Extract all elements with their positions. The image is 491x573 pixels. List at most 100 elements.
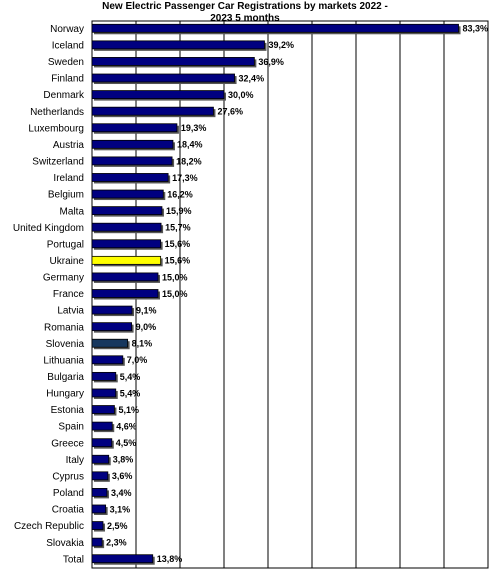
chart-title: New Electric Passenger Car Registrations… <box>102 1 388 24</box>
value-label: 17,3% <box>172 173 198 183</box>
value-label: 9,0% <box>136 322 157 332</box>
y-tick-label: Slovenia <box>46 339 85 350</box>
bar <box>91 488 108 497</box>
value-label: 30,0% <box>228 90 254 100</box>
y-tick-label: Italy <box>66 455 84 466</box>
bar <box>91 504 107 514</box>
value-label: 15,7% <box>165 223 191 233</box>
value-label: 8,1% <box>132 339 153 349</box>
bar <box>91 206 163 216</box>
value-label: 5,1% <box>118 405 139 415</box>
y-tick-label: Czech Republic <box>14 521 84 532</box>
value-label: 3,1% <box>110 504 131 514</box>
bar <box>91 189 164 199</box>
value-label: 3,4% <box>111 488 132 498</box>
value-label: 5,4% <box>120 372 141 382</box>
y-tick-label: Belgium <box>48 190 84 201</box>
value-label: 39,2% <box>268 40 294 50</box>
y-tick-label: Poland <box>53 488 84 499</box>
bar <box>91 305 133 315</box>
bar <box>91 438 113 448</box>
y-tick-label: Malta <box>60 206 85 217</box>
bar <box>91 289 159 298</box>
y-tick-label: Portugal <box>47 239 84 250</box>
y-tick-label: Germany <box>43 273 84 284</box>
y-tick-label: Cyprus <box>52 471 84 482</box>
bar <box>91 255 162 265</box>
value-label: 83,3% <box>463 24 489 34</box>
y-tick-label: Sweden <box>48 57 84 68</box>
bar <box>91 57 255 66</box>
bar <box>91 338 129 348</box>
bar <box>91 388 117 398</box>
y-tick-label: Slovakia <box>46 538 84 549</box>
bar <box>91 405 115 414</box>
y-tick-label: Romania <box>44 322 84 333</box>
bar <box>91 355 124 365</box>
bar <box>91 521 104 530</box>
y-tick-label: Total <box>63 554 84 565</box>
value-label: 16,2% <box>167 189 193 199</box>
value-label: 9,1% <box>136 305 157 315</box>
y-tick-label: Luxembourg <box>28 123 84 134</box>
value-label: 18,4% <box>177 140 203 150</box>
y-tick-label: Netherlands <box>30 107 84 118</box>
bar <box>91 123 178 133</box>
y-tick-label: Norway <box>50 24 84 35</box>
value-label: 7,0% <box>127 355 148 365</box>
value-label: 19,3% <box>181 123 207 133</box>
value-label: 15,0% <box>162 289 188 299</box>
bar <box>91 222 162 232</box>
bar <box>91 90 225 99</box>
y-tick-label: Lithuania <box>43 355 84 366</box>
value-label: 13,8% <box>157 554 183 564</box>
bar <box>91 454 110 464</box>
value-label: 3,6% <box>112 471 133 481</box>
y-tick-label: Croatia <box>52 505 85 516</box>
y-tick-label: Latvia <box>57 306 84 317</box>
y-tick-label: Finland <box>51 74 84 85</box>
bar <box>91 173 169 182</box>
y-tick-label: Austria <box>53 140 85 151</box>
value-label: 4,6% <box>116 421 137 431</box>
value-label: 2,5% <box>107 521 128 531</box>
bar <box>91 471 109 481</box>
value-label: 27,6% <box>217 107 243 117</box>
y-tick-label: Ukraine <box>50 256 85 267</box>
bar <box>91 537 103 547</box>
value-label: 36,9% <box>258 57 284 67</box>
value-label: 3,8% <box>113 455 134 465</box>
bar <box>91 106 214 116</box>
y-tick-label: France <box>53 289 85 300</box>
bar <box>91 371 117 381</box>
value-label: 15,9% <box>166 206 192 216</box>
bar <box>91 73 235 83</box>
bar <box>91 421 113 431</box>
value-label: 5,4% <box>120 388 141 398</box>
value-label: 15,0% <box>162 272 188 282</box>
y-tick-label: Switzerland <box>32 157 84 168</box>
y-tick-label: Bulgaria <box>47 372 84 383</box>
value-label: 32,4% <box>239 73 265 83</box>
y-tick-label: Iceland <box>52 41 84 52</box>
bar <box>91 40 265 50</box>
y-tick-label: Denmark <box>43 90 85 101</box>
y-tick-label: Greece <box>51 438 84 449</box>
value-label: 4,5% <box>116 438 137 448</box>
value-label: 2,3% <box>106 538 127 548</box>
bar <box>91 156 173 166</box>
bar <box>91 23 459 33</box>
bar <box>91 554 154 564</box>
y-tick-label: Estonia <box>51 405 85 416</box>
y-tick-label: Ireland <box>53 173 84 184</box>
value-label: 18,2% <box>176 156 202 166</box>
bar <box>91 139 174 149</box>
bar <box>91 239 162 249</box>
value-label: 15,6% <box>165 256 191 266</box>
bar <box>91 322 132 332</box>
value-label: 15,6% <box>165 239 191 249</box>
y-tick-label: Hungary <box>46 389 84 400</box>
y-tick-label: United Kingdom <box>13 223 84 234</box>
